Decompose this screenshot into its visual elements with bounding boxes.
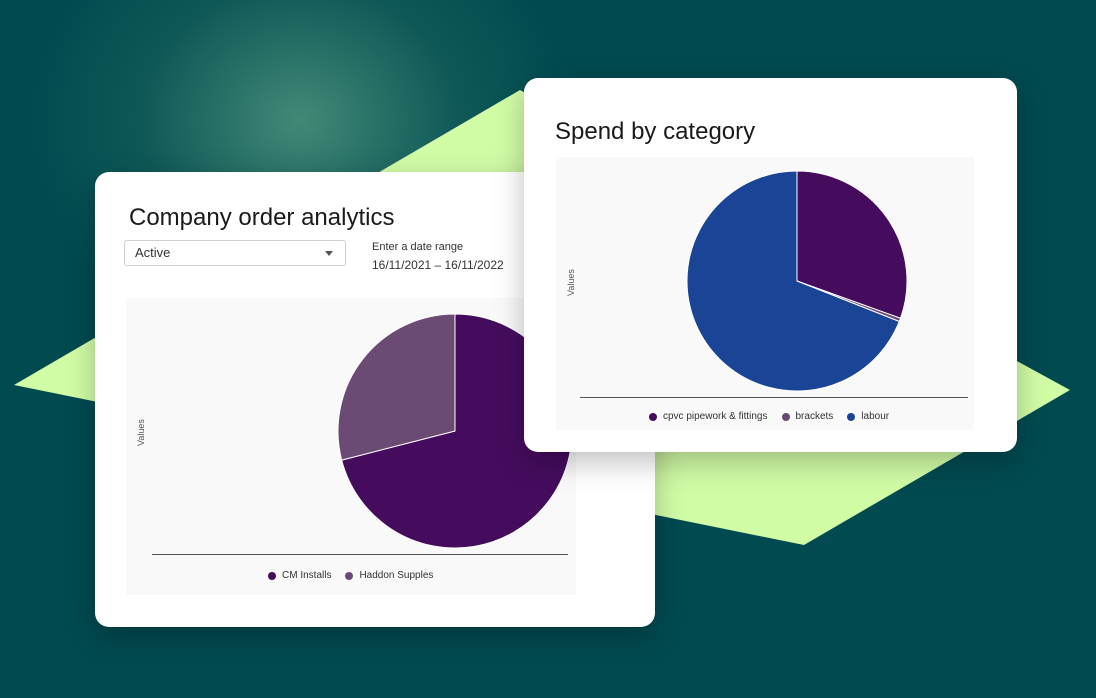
legend-label: brackets xyxy=(795,411,834,422)
axis-line xyxy=(152,554,568,555)
legend-item-labour[interactable]: labour xyxy=(847,411,889,422)
pie-chart-spend-by-category xyxy=(686,170,908,392)
pie-chart-plot: Values cpvc pipework & fittings brackets… xyxy=(556,157,974,430)
pie-slice-cpvc-pipework-fittings[interactable] xyxy=(796,170,908,319)
status-select[interactable]: Active xyxy=(124,240,346,266)
spend-by-category-card: Spend by category Values cpvc pipework &… xyxy=(524,78,1017,452)
chart-legend: CM Installs Haddon Supples xyxy=(268,570,447,581)
legend-label: cpvc pipework & fittings xyxy=(663,411,768,422)
pie-slice-labour[interactable] xyxy=(686,170,900,392)
legend-item-cm-installs[interactable]: CM Installs xyxy=(268,570,331,581)
legend-dot xyxy=(268,571,276,580)
legend-label: Haddon Supples xyxy=(359,570,434,581)
legend-label: CM Installs xyxy=(282,570,332,581)
legend-item-haddon-supples[interactable]: Haddon Supples xyxy=(345,570,433,581)
pie-chart-plot: Values CM Installs Haddon Supples xyxy=(126,298,576,595)
date-range-label: Enter a date range xyxy=(372,241,464,253)
chart-legend: cpvc pipework & fittings brackets labour xyxy=(649,411,903,422)
status-select-value: Active xyxy=(135,245,171,260)
pie-chart-company-orders xyxy=(337,313,573,549)
legend-dot xyxy=(649,412,657,421)
axis-line xyxy=(580,397,968,398)
legend-dot xyxy=(847,412,856,421)
chevron-down-icon xyxy=(325,251,333,256)
legend-item-cpvc[interactable]: cpvc pipework & fittings xyxy=(649,411,768,422)
legend-dot xyxy=(781,412,790,421)
card-title: Company order analytics xyxy=(129,204,395,231)
legend-label: labour xyxy=(861,411,890,422)
card-title: Spend by category xyxy=(555,118,756,145)
date-range-input[interactable]: 16/11/2021 – 16/11/2022 xyxy=(372,258,504,272)
legend-dot xyxy=(345,571,354,580)
pie-slice-haddon-supples[interactable] xyxy=(337,313,456,461)
legend-item-brackets[interactable]: brackets xyxy=(781,411,834,422)
